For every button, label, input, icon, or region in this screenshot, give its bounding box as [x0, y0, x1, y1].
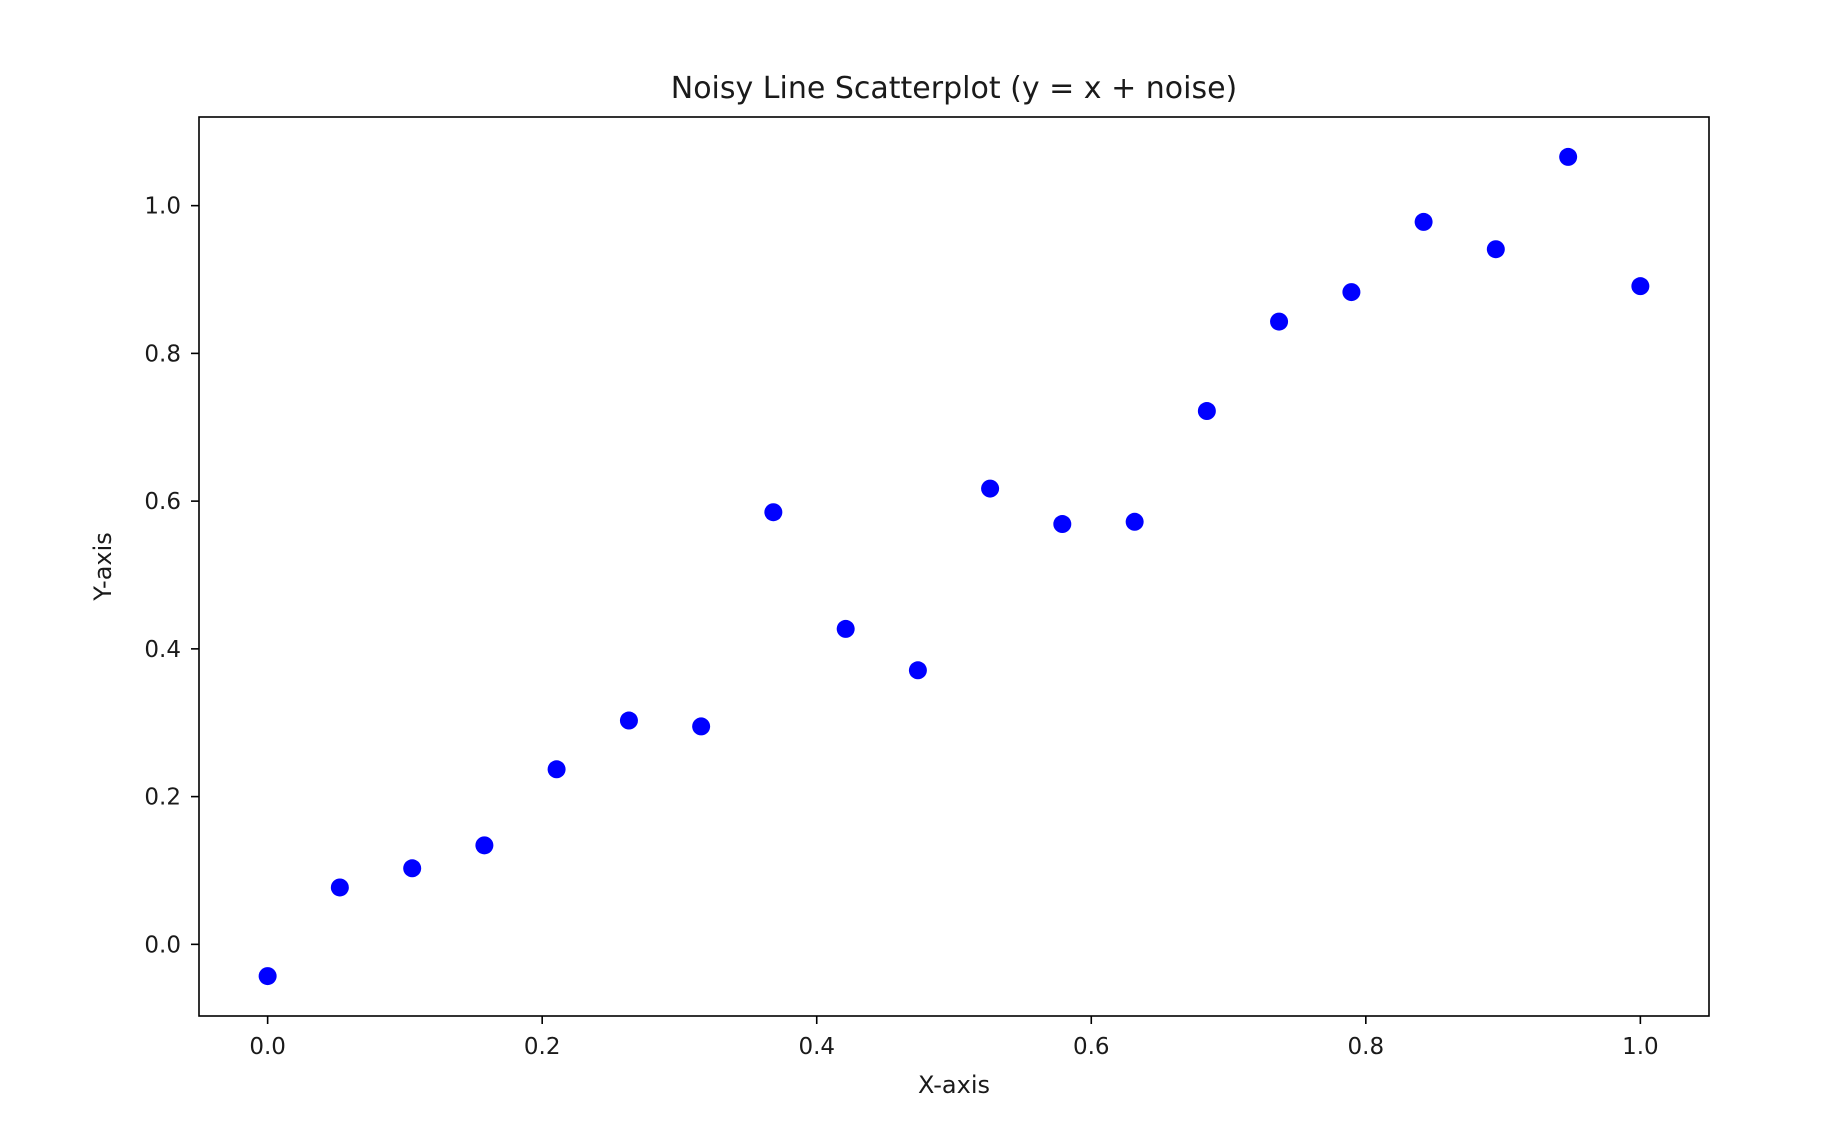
data-point — [258, 967, 277, 986]
x-tick-label: 0.0 — [249, 1034, 286, 1060]
data-point — [1197, 402, 1216, 421]
data-point — [1631, 277, 1650, 296]
data-point — [1342, 283, 1361, 302]
x-tick-label: 0.8 — [1348, 1034, 1385, 1060]
data-point — [1125, 512, 1144, 531]
x-axis-label: X-axis — [918, 1071, 990, 1099]
chart-title: Noisy Line Scatterplot (y = x + noise) — [671, 71, 1238, 106]
y-tick-label: 0.0 — [144, 932, 181, 958]
y-axis-label: Y-axis — [89, 532, 117, 602]
data-point — [1559, 147, 1578, 166]
y-axis-ticks: 0.0 0.2 0.4 0.6 0.8 1.0 — [144, 194, 199, 958]
y-tick-label: 0.4 — [144, 637, 181, 663]
x-tick-label: 0.6 — [1073, 1034, 1110, 1060]
y-tick-label: 0.8 — [144, 341, 181, 367]
x-tick-label: 0.2 — [524, 1034, 561, 1060]
y-tick-label: 0.6 — [144, 489, 181, 515]
data-point — [692, 717, 711, 736]
data-point — [1270, 312, 1289, 331]
data-point — [403, 859, 422, 878]
data-point — [981, 479, 1000, 498]
data-point — [475, 836, 494, 855]
data-point — [764, 503, 783, 522]
data-point — [547, 760, 566, 779]
y-tick-label: 1.0 — [144, 194, 181, 220]
plot-area-frame — [198, 116, 1710, 1017]
y-tick-label: 0.2 — [144, 785, 181, 811]
data-point — [1486, 240, 1505, 259]
data-point — [619, 711, 638, 730]
x-tick-label: 0.4 — [798, 1034, 835, 1060]
x-tick-label: 1.0 — [1622, 1034, 1659, 1060]
data-point — [836, 619, 855, 638]
data-point — [330, 878, 349, 897]
data-point — [1053, 515, 1072, 534]
data-point — [908, 661, 927, 680]
data-points — [258, 147, 1650, 986]
data-point — [1414, 212, 1433, 231]
x-axis-ticks: 0.0 0.2 0.4 0.6 0.8 1.0 — [249, 1016, 1659, 1060]
